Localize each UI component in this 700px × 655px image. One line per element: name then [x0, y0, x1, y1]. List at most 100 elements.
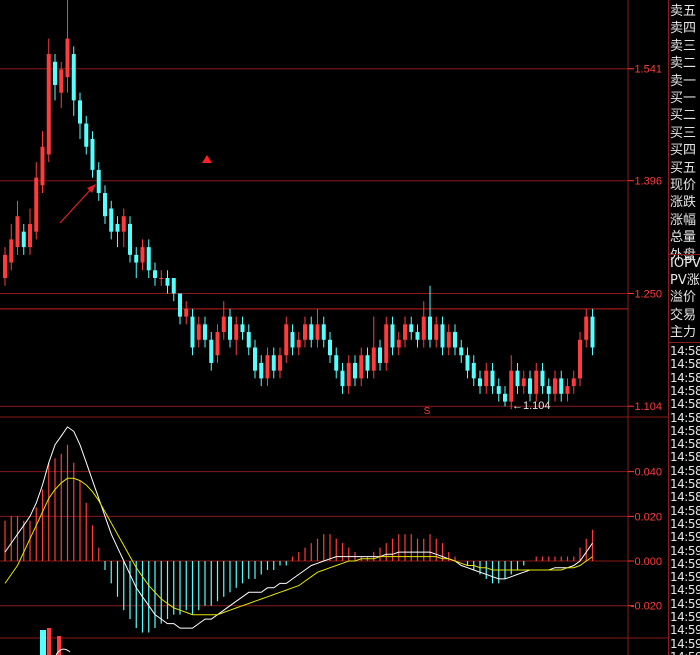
trade-time: 14:58: [670, 423, 700, 438]
candle-body: [584, 316, 589, 340]
candle-body: [28, 223, 32, 248]
arrow-annotation: [59, 184, 96, 224]
candle-body: [496, 386, 501, 394]
price-tick-label: 1.396: [634, 176, 662, 188]
trade-time: 14:59: [670, 583, 700, 598]
candle-body: [328, 339, 332, 356]
candle-body: [71, 54, 76, 101]
sidebar-separator: [668, 342, 700, 343]
candle-body: [228, 316, 232, 340]
candle-body: [215, 332, 220, 356]
candle-body: [234, 324, 239, 340]
candle-body: [359, 355, 364, 379]
candle-body: [84, 123, 89, 147]
candle-body: [334, 355, 339, 371]
trade-time: 14:58: [670, 503, 700, 518]
volume-bar: [40, 630, 46, 655]
volume-bar: [47, 628, 51, 655]
candle-body: [434, 324, 439, 340]
quote-label: 总量: [670, 230, 697, 246]
trade-time: 14:58: [670, 490, 700, 505]
quote-label: 涨跌: [670, 195, 697, 211]
trade-time: 14:58: [670, 463, 700, 478]
candle-body: [540, 370, 545, 387]
candle-body: [415, 332, 420, 340]
candle-body: [534, 370, 539, 394]
trade-time: 14:58: [670, 450, 700, 465]
price-candles: [3, 0, 595, 410]
candle-body: [271, 355, 276, 371]
price-tick-label: 1.104: [634, 401, 662, 413]
candle-body: [303, 324, 307, 340]
quote-label: 买五: [670, 160, 697, 176]
candle-body: [384, 324, 389, 363]
candle-body: [471, 362, 476, 379]
candle-body: [190, 316, 195, 348]
trade-time: 14:58: [670, 357, 700, 372]
price-axis-labels: 1.541 1.396 1.250 1.104: [634, 64, 662, 413]
quote-label: 卖三: [670, 38, 697, 54]
candle-body: [590, 316, 595, 348]
s-signal-marker: S: [424, 406, 431, 417]
trade-time: 14:58: [670, 370, 700, 385]
candle-body: [484, 370, 489, 387]
candle-body: [559, 378, 564, 394]
candle-body: [278, 355, 282, 371]
candle-body: [178, 293, 182, 317]
macd-tick-label: 0.040: [634, 467, 662, 479]
quote-label: 涨幅: [670, 212, 697, 228]
iopv-label: IOPV: [670, 256, 700, 271]
macd-axis-labels: 0.040 0.020 0.000 -0.020: [631, 467, 662, 613]
candle-body: [365, 355, 370, 371]
iopv-label: 交易: [670, 307, 697, 323]
sidebar-separator: [668, 254, 700, 255]
macd-tick-label: 0.000: [634, 556, 662, 568]
candle-body: [378, 347, 382, 363]
trade-time: 14:59: [670, 596, 700, 611]
candle-body: [465, 355, 470, 371]
quote-label: 买二: [670, 108, 697, 124]
candle-body: [528, 378, 532, 394]
candle-body: [390, 324, 395, 348]
candle-body: [265, 355, 270, 379]
volume-curve: [55, 648, 71, 655]
quote-label: 卖二: [670, 56, 697, 72]
trade-time: 14:59: [670, 570, 700, 585]
low-price-marker: ←1.104: [512, 400, 551, 412]
trade-time: 14:58: [670, 397, 700, 412]
price-grid: [0, 68, 634, 407]
quote-label: 卖一: [670, 73, 697, 89]
trade-time: 14:59: [670, 530, 700, 545]
candle-body: [440, 324, 445, 348]
candle-body: [153, 270, 157, 278]
candle-body: [78, 100, 82, 124]
chart-canvas[interactable]: 1.541 1.396 1.250 1.104 0.040 0.020 0.000 -0.0…: [0, 0, 668, 655]
candle-body: [159, 278, 164, 279]
candle-body: [490, 370, 495, 387]
trade-time: 14:59: [670, 610, 700, 624]
quote-label: 现价: [670, 178, 697, 193]
candle-body: [121, 216, 126, 232]
trade-time: 14:59: [670, 623, 700, 638]
candle-body: [221, 316, 226, 333]
candle-body: [115, 223, 120, 232]
candle-body: [509, 370, 514, 402]
candle-body: [428, 316, 432, 340]
candle-body: [515, 370, 520, 387]
candle-body: [140, 247, 145, 263]
candle-body: [521, 378, 526, 387]
candle-body: [578, 339, 582, 379]
trade-time: 14:59: [670, 636, 700, 651]
candle-body: [296, 339, 301, 348]
candle-body: [553, 378, 557, 394]
trade-time: 14:59: [670, 516, 700, 531]
candle-body: [240, 324, 245, 333]
price-tick-label: 1.250: [634, 288, 662, 300]
trade-time: 14:59: [670, 556, 700, 571]
trade-time: 14:58: [670, 344, 700, 358]
macd-tick-label: -0.020: [631, 601, 662, 613]
candle-body: [146, 247, 151, 271]
candle-body: [446, 332, 451, 348]
candle-body: [184, 308, 189, 317]
price-tick-label: 1.541: [634, 64, 662, 76]
